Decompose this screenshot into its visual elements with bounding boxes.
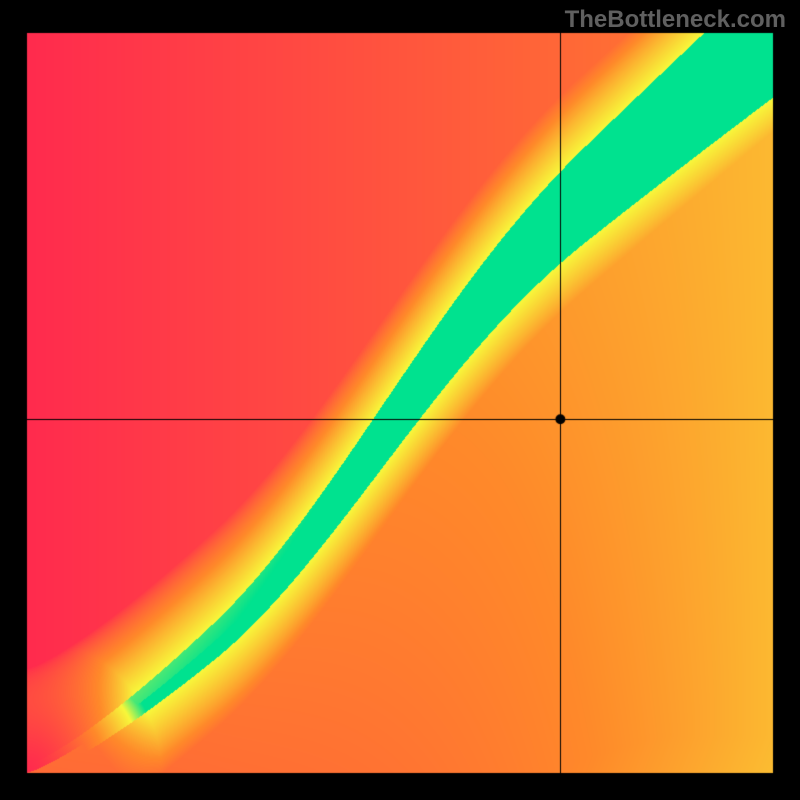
chart-container: TheBottleneck.com (0, 0, 800, 800)
bottleneck-heatmap (0, 0, 800, 800)
watermark-text: TheBottleneck.com (565, 6, 786, 34)
